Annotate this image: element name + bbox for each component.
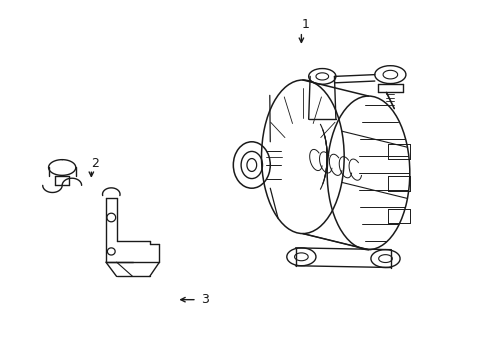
Text: 2: 2: [91, 157, 99, 170]
Text: 3: 3: [200, 293, 208, 306]
Text: 1: 1: [301, 18, 308, 31]
